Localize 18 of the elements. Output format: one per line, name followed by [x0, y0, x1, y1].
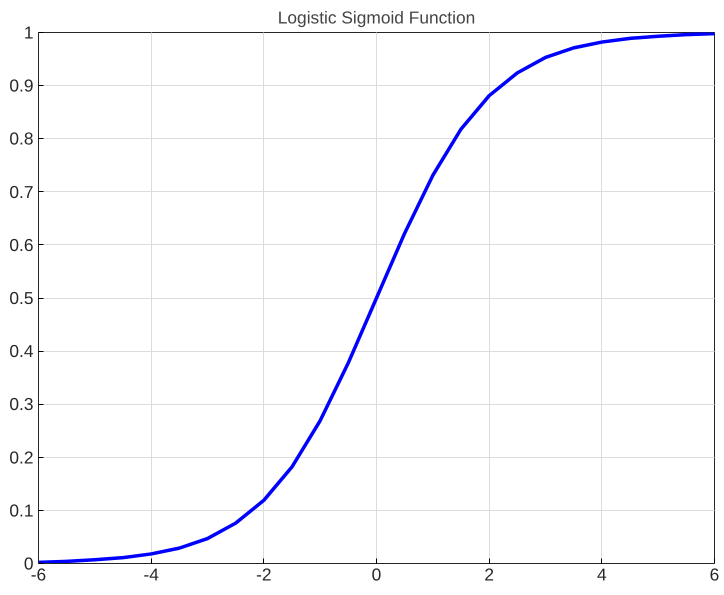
y-tick-label: 1 [24, 22, 34, 42]
y-tick-label: 0.9 [9, 76, 34, 96]
y-tick-label: 0.8 [9, 128, 34, 149]
y-tick-label: 0.2 [9, 447, 34, 468]
x-tick-label: -4 [143, 564, 160, 584]
y-tick-label: 0.3 [9, 394, 34, 414]
x-tick-label: 0 [372, 564, 382, 584]
x-tick-label: 6 [710, 564, 720, 584]
chart-title: Logistic Sigmoid Function [278, 8, 476, 28]
y-tick-label: 0.5 [9, 288, 34, 308]
x-tick-label: 2 [484, 564, 494, 584]
y-tick-label: 0.6 [9, 234, 34, 255]
y-tick-label: 0.4 [9, 341, 34, 362]
x-tick-label: 4 [597, 564, 608, 584]
y-tick-label: 0.1 [9, 500, 34, 520]
x-tick-label: -2 [256, 564, 272, 584]
y-tick-label: 0.7 [9, 182, 34, 202]
line-series [38, 32, 714, 564]
